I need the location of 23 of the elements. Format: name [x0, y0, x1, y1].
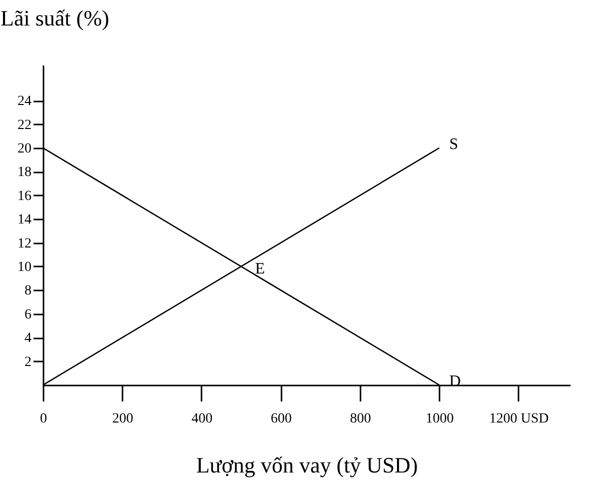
x-tick-label: 1000	[426, 412, 454, 426]
y-tick-label: 8	[24, 284, 32, 299]
x-tick-label: 600	[270, 412, 292, 426]
y-tick-label: 16	[18, 188, 32, 204]
y-tick-label: 12	[18, 236, 32, 252]
x-tick-label: 200	[112, 412, 134, 426]
y-tick-label: 4	[24, 331, 32, 346]
y-tick-label: 24	[18, 94, 32, 110]
y-tick-label: 18	[18, 165, 32, 180]
x-axis-title: Lượng vốn vay (tỷ USD)	[196, 452, 418, 478]
x-tick-label: 800	[350, 412, 371, 426]
y-tick-label: 14	[18, 212, 32, 228]
x-tick-label: 400	[191, 412, 212, 426]
y-tick-label: 22	[18, 118, 32, 133]
y-tick-label: 10	[18, 260, 32, 275]
y-tick-label: 2	[24, 354, 32, 370]
x-tick-label: 0	[40, 412, 47, 426]
x-tick-label: 1200 USD	[489, 412, 549, 426]
series-label: S	[449, 136, 458, 153]
y-tick-label: 20	[18, 141, 32, 156]
y-axis-title: Lãi suất (%)	[0, 6, 110, 30]
y-tick-label: 6	[24, 307, 32, 322]
annotation: E	[255, 260, 265, 278]
